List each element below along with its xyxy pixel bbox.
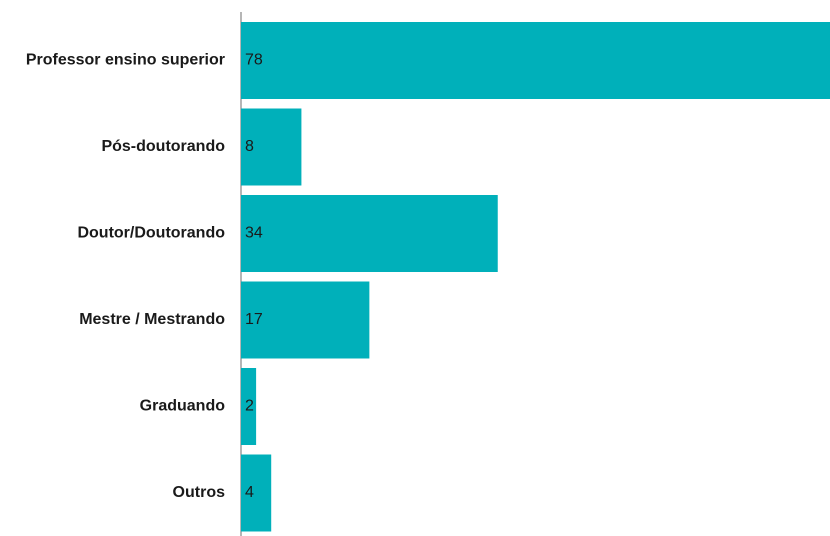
value-label: 2 — [245, 398, 254, 415]
category-label: Pós-doutorando — [101, 138, 225, 155]
category-label: Graduando — [140, 398, 226, 415]
bar — [241, 368, 257, 445]
bar — [241, 195, 498, 272]
bars-group: Professor ensino superior 78 Pós-doutorand… — [26, 22, 830, 532]
bar — [241, 108, 302, 186]
value-label: 17 — [245, 311, 263, 328]
bar — [241, 454, 272, 532]
value-label: 4 — [245, 484, 254, 501]
category-label: Outros — [173, 484, 226, 501]
value-label: 8 — [245, 138, 254, 155]
category-label: Mestre / Mestrando — [79, 311, 225, 328]
category-label: Professor ensino superior — [26, 52, 225, 69]
bar — [241, 281, 370, 359]
value-label: 34 — [245, 225, 263, 242]
category-label: Doutor/Doutorando — [77, 225, 225, 242]
value-label: 78 — [245, 52, 263, 69]
bar — [241, 22, 830, 99]
